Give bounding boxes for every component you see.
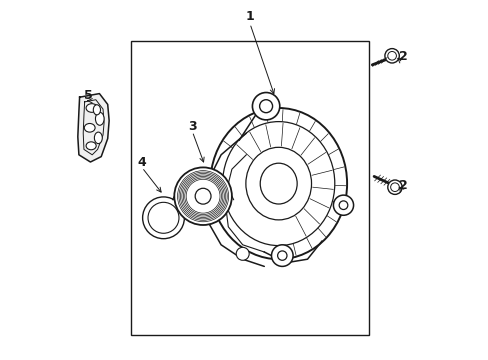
Circle shape: [387, 180, 401, 194]
Circle shape: [339, 201, 347, 210]
Ellipse shape: [93, 105, 101, 115]
Ellipse shape: [86, 142, 96, 150]
Circle shape: [277, 251, 286, 260]
Circle shape: [195, 188, 211, 204]
Circle shape: [174, 167, 231, 225]
Text: 4: 4: [137, 156, 146, 168]
Circle shape: [259, 100, 272, 113]
Ellipse shape: [84, 123, 95, 132]
Ellipse shape: [86, 104, 98, 112]
Ellipse shape: [95, 112, 104, 125]
Polygon shape: [78, 94, 109, 162]
Circle shape: [252, 93, 279, 120]
Ellipse shape: [245, 147, 311, 220]
Circle shape: [384, 49, 399, 63]
Ellipse shape: [222, 122, 334, 246]
Text: 5: 5: [83, 89, 92, 102]
Bar: [131, 41, 368, 335]
Text: 3: 3: [187, 120, 196, 132]
Circle shape: [236, 247, 249, 260]
Text: 1: 1: [245, 10, 254, 23]
Ellipse shape: [94, 132, 102, 144]
Circle shape: [216, 184, 229, 197]
Circle shape: [271, 245, 292, 266]
Ellipse shape: [210, 108, 346, 259]
Text: 2: 2: [398, 50, 407, 63]
Circle shape: [333, 195, 353, 215]
Text: 2: 2: [398, 179, 407, 192]
Circle shape: [142, 197, 184, 239]
Ellipse shape: [260, 163, 297, 204]
